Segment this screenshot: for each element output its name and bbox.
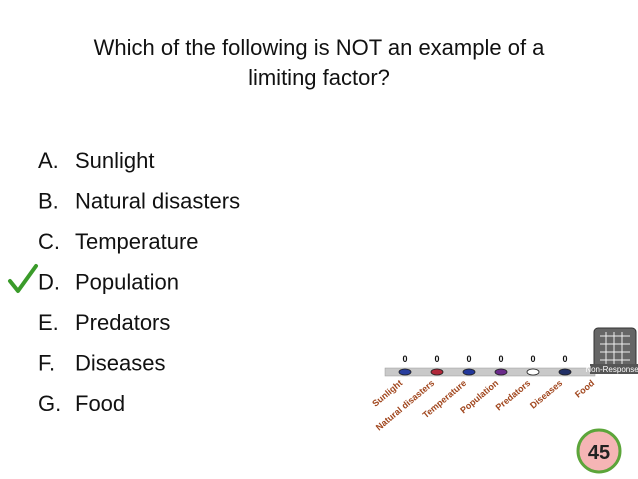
legend-label: Non-Responses [585, 365, 638, 374]
non-response-icon [590, 327, 638, 374]
category-label: Predators [494, 378, 533, 413]
option-text: Diseases [75, 351, 165, 376]
category-label: Diseases [528, 378, 564, 411]
checkmark-icon [8, 264, 38, 293]
value-label: 0 [562, 354, 567, 364]
value-label: 0 [402, 354, 407, 364]
bar [558, 368, 572, 376]
option-letter: A. [38, 148, 59, 173]
value-label: 0 [498, 354, 503, 364]
timer: 45 [588, 442, 610, 464]
option-text: Natural disasters [75, 189, 240, 214]
bar [430, 368, 444, 376]
value-label: 0 [466, 354, 471, 364]
bar [494, 368, 508, 376]
timer-circle [576, 428, 622, 474]
option-text: Temperature [75, 229, 199, 254]
category-label: Food [573, 378, 596, 400]
option-text: Population [75, 270, 179, 295]
option-letter: B. [38, 189, 59, 214]
bar [462, 368, 476, 376]
bar [398, 368, 412, 376]
question-line: Which of the following is NOT an example… [94, 35, 546, 60]
question-line: limiting factor? [248, 65, 390, 90]
option-letter: E. [38, 310, 59, 335]
option-letter: G. [38, 391, 61, 416]
correct-checkmark [8, 264, 38, 293]
option-letter: F. [38, 351, 55, 376]
value-label: 0 [530, 354, 535, 364]
option-letter: C. [38, 229, 60, 254]
icon-grid [600, 332, 630, 364]
value-label: 0 [434, 354, 439, 364]
option-text: Sunlight [75, 148, 155, 173]
option-text: Food [75, 391, 125, 416]
category-label: Natural disasters [374, 378, 436, 433]
option-text: Predators [75, 310, 170, 335]
legend-bg [590, 364, 638, 374]
bar [526, 368, 540, 376]
option-letter: D. [38, 270, 60, 295]
